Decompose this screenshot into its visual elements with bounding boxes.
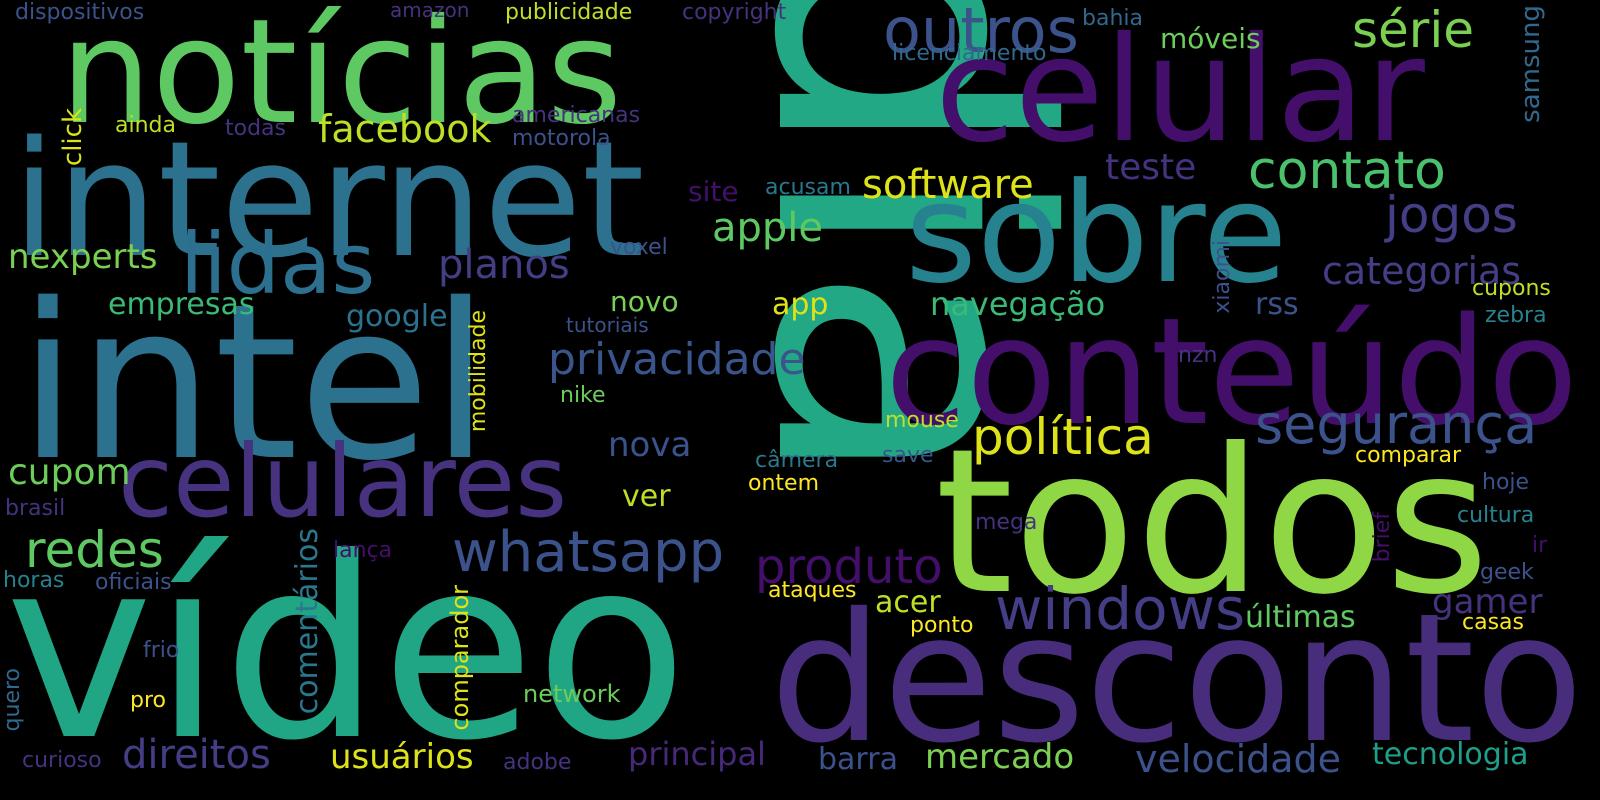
word-celulares: celulares (118, 423, 568, 540)
word-sobre: sobre (905, 153, 1288, 314)
word-comparar: comparar (1355, 443, 1462, 468)
word-quero: quero (0, 668, 25, 732)
word-amazon: amazon (390, 0, 470, 22)
word-camera: câmera (755, 448, 839, 473)
word-copyright: copyright (682, 0, 787, 25)
word-direitos: direitos (122, 732, 271, 778)
word-voxel: voxel (610, 235, 668, 260)
word-empresas: empresas (108, 287, 255, 322)
word-site: site (688, 175, 739, 208)
word-ultimas: últimas (1245, 600, 1356, 635)
word-mercado: mercado (925, 737, 1075, 777)
word-curioso: curioso (22, 748, 102, 773)
word-whatsapp: whatsapp (452, 520, 725, 585)
word-adobe: adobe (503, 750, 572, 775)
word-click: click (58, 108, 88, 167)
word-samsung: samsung (1516, 5, 1546, 123)
word-tecnologia: tecnologia (1372, 737, 1529, 772)
word-acusam: acusam (765, 175, 851, 200)
word-principal: principal (628, 735, 766, 773)
word-contato: contato (1248, 141, 1446, 201)
word-nova: nova (608, 425, 692, 465)
word-politica: política (972, 408, 1154, 466)
word-mega: mega (975, 510, 1038, 535)
word-outros: outros (883, 0, 1079, 67)
word-comparador: comparador (446, 585, 474, 731)
word-nike: nike (560, 383, 606, 408)
word-licenciamento: licenciamento (892, 41, 1047, 66)
word-mouse: mouse (885, 408, 959, 433)
word-video: vídeo (5, 504, 688, 795)
word-categorias: categorias (1322, 249, 1522, 293)
word-todos: todos (935, 406, 1490, 639)
word-tutoriais: tutoriais (566, 313, 649, 337)
word-google: google (346, 299, 448, 334)
word-intel: intel (18, 257, 491, 508)
word-ir: ir (1532, 533, 1548, 558)
word-privacidade: privacidade (548, 334, 806, 385)
word-comentarios: comentários (290, 528, 325, 715)
word-pro: pro (130, 688, 166, 713)
word-usuarios: usuários (330, 737, 474, 777)
word-redes: redes (25, 521, 164, 579)
word-app: app (772, 287, 829, 322)
word-apple: apple (712, 205, 824, 251)
word-novo: novo (610, 285, 679, 318)
word-rss: rss (1255, 287, 1299, 322)
word-software: software (862, 162, 1034, 208)
word-lanca: lança (333, 538, 393, 563)
word-publicidade: publicidade (505, 0, 633, 25)
word-nzn: nzn (1178, 343, 1218, 368)
word-ontem: ontem (748, 471, 819, 496)
word-velocidade: velocidade (1135, 737, 1342, 781)
word-acer: acer (875, 585, 941, 620)
word-internet: internet (12, 106, 645, 293)
word-todas: todas (225, 116, 286, 141)
word-facebook: facebook (318, 107, 492, 151)
word-nexperts: nexperts (8, 237, 158, 277)
word-horas: horas (3, 568, 65, 593)
word-teste: teste (1105, 147, 1197, 188)
word-jogos: jogos (1385, 186, 1518, 244)
word-bahia: bahia (1082, 6, 1143, 31)
word-desconto: desconto (770, 575, 1584, 782)
word-moveis: móveis (1160, 22, 1261, 55)
word-planos: planos (438, 242, 570, 288)
word-americanas: americanas (512, 103, 641, 128)
word-ainda: ainda (115, 113, 176, 138)
word-ponto: ponto (910, 613, 974, 638)
word-network: network (523, 680, 621, 708)
word-seguranca: segurança (1255, 393, 1538, 456)
word-produto: produto (755, 539, 943, 595)
word-save: save (882, 443, 934, 468)
word-noticias: notícias (60, 0, 623, 157)
word-zebra: zebra (1485, 303, 1547, 328)
word-navegacao: navegação (930, 285, 1106, 323)
word-brief: brief (1370, 512, 1395, 563)
word-xiaomi: xiaomi (1210, 240, 1235, 314)
word-barra: barra (818, 742, 898, 777)
word-hoje: hoje (1482, 470, 1530, 495)
word-serie: série (1352, 1, 1475, 59)
word-ver: ver (622, 479, 671, 514)
word-cupons: cupons (1472, 276, 1551, 301)
word-geek: geek (1480, 560, 1534, 585)
word-oficiais: oficiais (95, 570, 172, 595)
word-mobilidade: mobilidade (466, 310, 491, 433)
word-frio: frio (143, 638, 180, 663)
word-lidas: lidas (180, 215, 376, 313)
word-casas: casas (1462, 610, 1524, 635)
word-conteudo: conteúdo (885, 286, 1579, 458)
word-ataques: ataques (768, 578, 857, 603)
word-cultura: cultura (1457, 503, 1535, 528)
word-brasil: brasil (5, 496, 66, 521)
word-dispositivos: dispositivos (15, 0, 145, 25)
word-cupom: cupom (8, 452, 131, 493)
word-gamer: gamer (1432, 582, 1543, 622)
word-windows: windows (995, 575, 1246, 643)
word-celular: celular (935, 6, 1425, 175)
word-motorola: motorola (512, 126, 611, 151)
